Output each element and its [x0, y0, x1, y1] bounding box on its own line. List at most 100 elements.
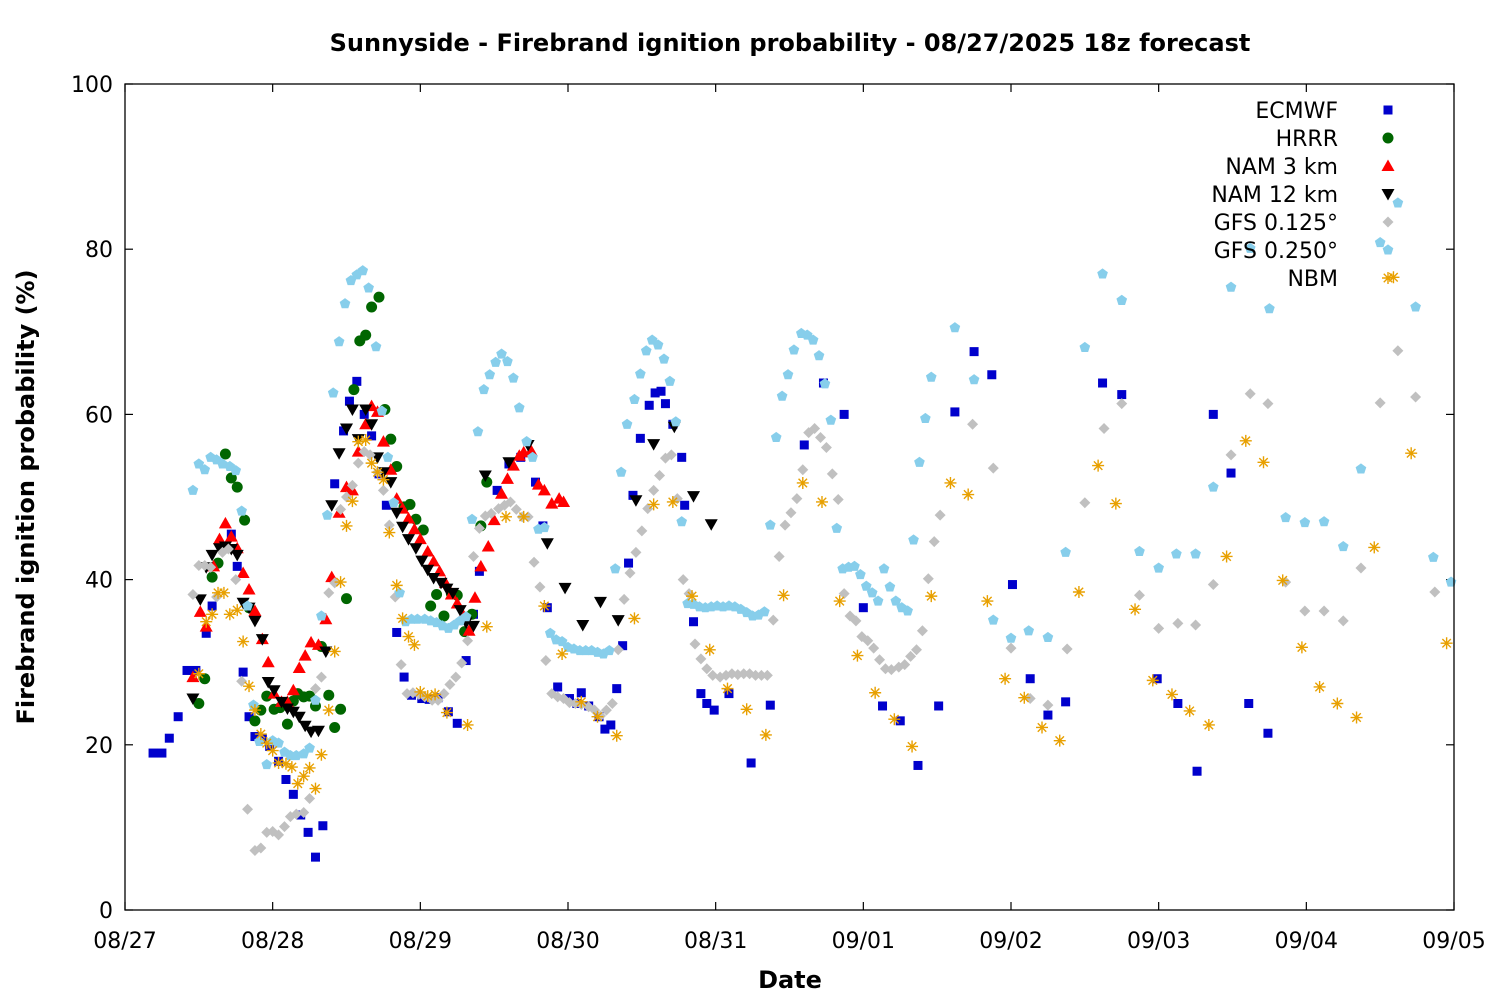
data-point: [460, 611, 472, 622]
data-point: [359, 417, 373, 430]
data-point: [237, 635, 250, 648]
data-point: [261, 690, 273, 702]
data-point: [987, 370, 997, 380]
data-point: [339, 298, 351, 309]
data-point: [1355, 463, 1367, 474]
data-point: [1392, 197, 1404, 208]
data-point: [1387, 271, 1400, 284]
data-point: [285, 761, 298, 774]
data-point: [205, 561, 217, 573]
data-point: [687, 491, 701, 503]
data-point: [1092, 459, 1105, 472]
data-point: [809, 422, 821, 434]
data-point: [855, 569, 866, 580]
data-point: [1153, 622, 1165, 634]
data-point: [298, 720, 312, 733]
data-point: [544, 627, 556, 638]
data-point: [950, 407, 960, 417]
data-point: [316, 610, 327, 621]
data-point: [427, 554, 441, 567]
data-point: [531, 477, 541, 487]
data-point: [396, 612, 409, 625]
data-point: [399, 672, 409, 682]
data-point: [236, 566, 250, 578]
data-point: [825, 414, 837, 425]
data-point: [920, 412, 931, 424]
data-point: [236, 675, 248, 687]
data-point: [1097, 268, 1108, 279]
data-point: [357, 265, 369, 276]
data-point: [738, 668, 750, 680]
data-point: [1116, 294, 1128, 305]
data-point: [849, 560, 860, 571]
data-point: [782, 369, 794, 380]
data-point: [796, 476, 809, 489]
data-point: [1061, 697, 1071, 707]
data-point: [452, 718, 462, 728]
data-point: [440, 583, 454, 596]
legend-marker: [1383, 105, 1393, 115]
data-point: [1042, 631, 1054, 642]
data-point: [222, 543, 234, 555]
data-point: [1225, 449, 1237, 461]
data-point: [199, 464, 211, 475]
data-point: [402, 511, 416, 524]
data-point: [618, 641, 628, 651]
data-point: [1350, 711, 1363, 724]
data-point: [895, 716, 905, 726]
x-tick-label: 08/27: [93, 929, 156, 954]
data-point: [556, 635, 568, 647]
data-point: [770, 431, 782, 443]
data-point: [467, 550, 479, 562]
data-point: [538, 600, 551, 613]
x-tick-label: 08/28: [241, 929, 304, 954]
data-point: [1410, 301, 1421, 312]
data-point: [1263, 728, 1273, 738]
data-point: [839, 409, 849, 419]
data-point: [1133, 589, 1145, 601]
data-point: [242, 583, 256, 595]
data-point: [647, 498, 660, 511]
data-point: [677, 452, 687, 462]
data-point: [615, 466, 627, 477]
data-point: [1079, 341, 1091, 353]
data-point: [740, 703, 753, 716]
data-point: [232, 561, 242, 571]
data-point: [1060, 546, 1071, 557]
data-point: [359, 434, 372, 447]
data-point: [1429, 586, 1441, 598]
data-point: [1190, 548, 1201, 559]
data-point: [652, 339, 664, 350]
data-point: [344, 396, 354, 406]
data-point: [311, 725, 325, 738]
data-point: [261, 759, 273, 770]
data-point: [527, 451, 538, 462]
data-point: [658, 353, 670, 364]
data-point: [352, 457, 364, 469]
legend-marker: [1382, 244, 1394, 255]
data-point: [676, 516, 688, 527]
data-point: [831, 522, 843, 533]
data-point: [969, 347, 979, 357]
data-point: [461, 656, 471, 666]
data-point: [325, 500, 339, 512]
data-point: [654, 470, 666, 482]
data-point: [1207, 481, 1219, 492]
data-point: [1220, 550, 1233, 563]
data-point: [650, 388, 660, 398]
data-point: [359, 409, 369, 419]
data-point: [701, 663, 713, 675]
data-point: [239, 514, 251, 526]
data-point: [281, 774, 291, 784]
data-point: [230, 464, 242, 476]
data-point: [545, 497, 559, 509]
data-point: [696, 689, 706, 699]
data-point: [371, 466, 384, 479]
data-point: [600, 724, 610, 734]
data-point: [779, 519, 791, 531]
data-point: [187, 588, 199, 600]
data-point: [396, 521, 410, 534]
data-point: [438, 688, 450, 700]
data-point: [446, 587, 460, 600]
data-point: [290, 808, 302, 820]
